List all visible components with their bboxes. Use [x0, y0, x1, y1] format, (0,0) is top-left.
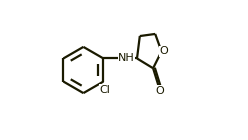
Text: NH: NH	[118, 53, 135, 63]
Text: O: O	[156, 86, 164, 96]
Text: Cl: Cl	[99, 85, 110, 95]
Text: O: O	[160, 46, 168, 56]
